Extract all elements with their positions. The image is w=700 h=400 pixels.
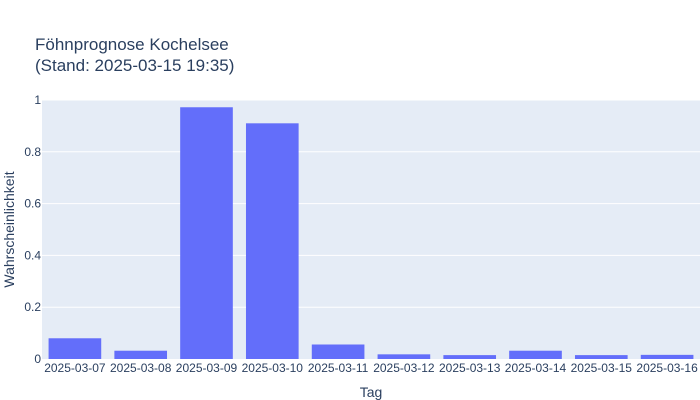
y-tick-labels: 0 0.2 0.4 0.6 0.8 1: [24, 93, 41, 366]
x-tick-label: 2025-03-12: [373, 361, 435, 375]
y-tick-label: 0.6: [24, 197, 41, 211]
bar-2025-03-10[interactable]: [245, 123, 299, 359]
chart-subtitle: (Stand: 2025-03-15 19:35): [35, 56, 234, 75]
bar-2025-03-07[interactable]: [48, 338, 102, 359]
chart-title: Föhnprognose Kochelsee: [35, 35, 229, 54]
y-tick-label: 0.2: [24, 300, 41, 314]
bar-2025-03-09[interactable]: [180, 107, 233, 359]
bar-2025-03-15[interactable]: [574, 355, 628, 359]
x-tick-label: 2025-03-14: [505, 361, 567, 375]
x-axis-title: Tag: [360, 384, 383, 400]
y-axis-title: Wahrscheinlichkeit: [1, 171, 17, 287]
bar-2025-03-12[interactable]: [377, 354, 431, 359]
y-tick-label: 0: [34, 352, 41, 366]
bars: [48, 107, 694, 359]
bar-2025-03-13[interactable]: [443, 355, 497, 359]
x-tick-label: 2025-03-11: [308, 361, 369, 375]
x-tick-label: 2025-03-07: [44, 361, 106, 375]
bar-2025-03-16[interactable]: [640, 354, 694, 359]
grid-lines: [42, 99, 700, 308]
y-tick-label: 0.4: [24, 248, 41, 262]
plot-background: [42, 100, 700, 359]
bar-2025-03-11[interactable]: [311, 344, 365, 359]
x-tick-labels: 2025-03-07 2025-03-08 2025-03-09 2025-03-10…: [44, 361, 698, 375]
bar-2025-03-14[interactable]: [509, 350, 562, 359]
bar-2025-03-08[interactable]: [114, 350, 168, 359]
x-tick-label: 2025-03-08: [110, 361, 172, 375]
y-tick-label: 1: [34, 93, 41, 107]
x-tick-label: 2025-03-15: [571, 361, 633, 375]
y-tick-label: 0.8: [24, 145, 41, 159]
x-tick-label: 2025-03-13: [439, 361, 501, 375]
x-tick-label: 2025-03-16: [636, 361, 698, 375]
x-tick-label: 2025-03-09: [176, 361, 238, 375]
x-tick-label: 2025-03-10: [242, 361, 304, 375]
